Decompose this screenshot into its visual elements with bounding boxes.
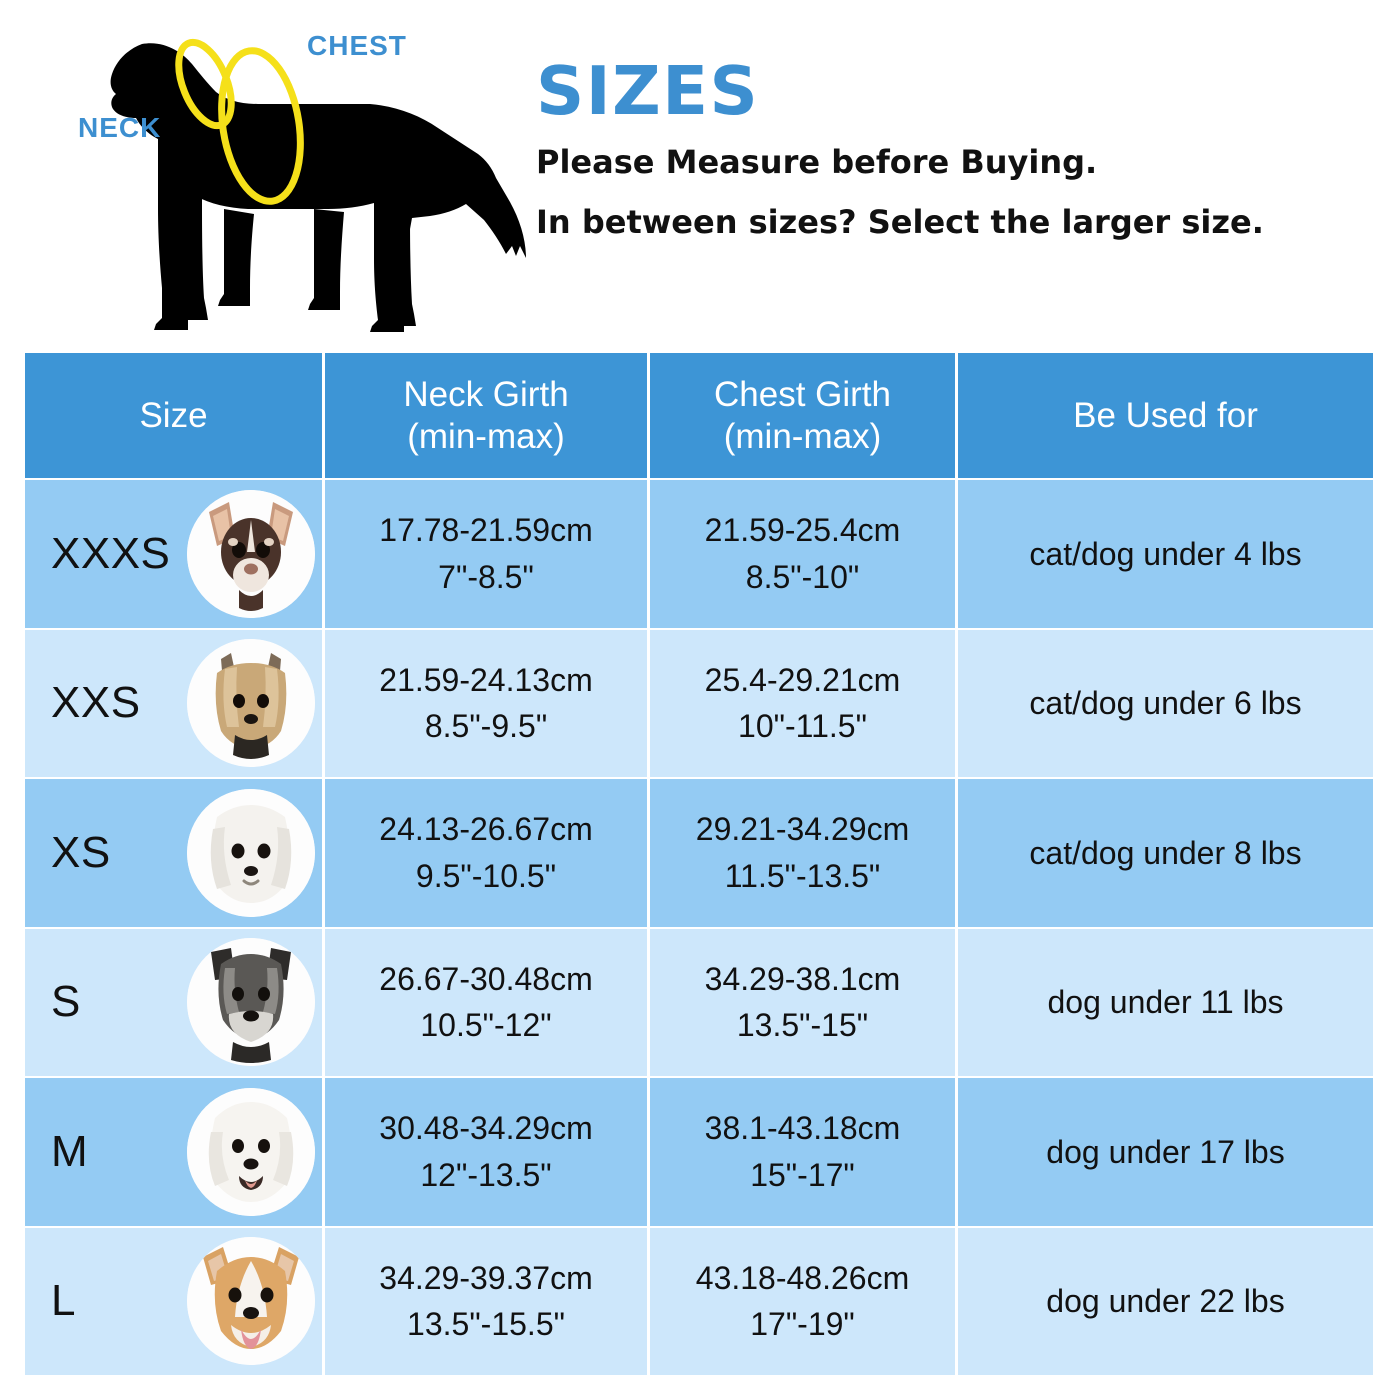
- used-for-cell: cat/dog under 6 lbs: [955, 629, 1373, 777]
- neck-girth-cell: 17.78-21.59cm 7"-8.5": [322, 480, 647, 628]
- chest-girth-cell: 29.21-34.29cm 11.5"-13.5": [647, 779, 955, 927]
- size-label: XXS: [51, 678, 141, 728]
- neck-girth-cell: 21.59-24.13cm 8.5"-9.5": [322, 629, 647, 777]
- column-header-be-used-for: Be Used for: [955, 353, 1373, 478]
- size-cell: XXXS: [25, 480, 322, 628]
- neck-girth-cm: 21.59-24.13cm: [379, 661, 593, 698]
- bichon-frise-photo: [187, 1087, 315, 1216]
- size-label: XS: [51, 827, 111, 877]
- schnauzer-photo: [187, 938, 315, 1067]
- used-for-cell: cat/dog under 8 lbs: [955, 779, 1373, 927]
- used-for-text: cat/dog under 6 lbs: [1029, 685, 1302, 722]
- hero-section: NECK CHEST SIZES Please Measure before B…: [0, 0, 1400, 353]
- chest-girth-in: 10"-11.5": [738, 708, 867, 745]
- chest-girth-in: 8.5"-10": [745, 558, 860, 595]
- column-header-neck-line1: Neck Girth: [403, 375, 569, 415]
- neck-girth-cell: 24.13-26.67cm 9.5"-10.5": [322, 779, 647, 927]
- dog-front-leg: [170, 188, 208, 320]
- used-for-text: dog under 11 lbs: [1047, 984, 1284, 1021]
- column-header-chest-line1: Chest Girth: [714, 375, 891, 415]
- table-header-row: Size Neck Girth (min-max) Chest Girth (m…: [25, 353, 1373, 478]
- size-cell: L: [25, 1228, 322, 1376]
- chest-girth-in: 11.5"-13.5": [724, 857, 881, 894]
- chest-girth-cm: 29.21-34.29cm: [695, 811, 910, 848]
- yorkshire-terrier-photo: [187, 639, 315, 768]
- column-header-size: Size: [25, 353, 322, 478]
- dog-silhouette-diagram: [78, 8, 548, 348]
- chest-girth-cell: 21.59-25.4cm 8.5"-10": [647, 480, 955, 628]
- chest-girth-cm: 21.59-25.4cm: [704, 512, 901, 549]
- maltese-photo: [187, 788, 315, 917]
- neck-girth-cell: 30.48-34.29cm 12"-13.5": [322, 1078, 647, 1226]
- neck-girth-cm: 34.29-39.37cm: [379, 1259, 593, 1296]
- used-for-cell: cat/dog under 4 lbs: [955, 480, 1373, 628]
- neck-girth-in: 9.5"-10.5": [415, 857, 557, 894]
- dog-hind-leg: [378, 200, 416, 326]
- chest-girth-in: 15"-17": [750, 1156, 855, 1193]
- hero-instruction-between-sizes: In between sizes? Select the larger size…: [536, 202, 1264, 241]
- chest-girth-cell: 38.1-43.18cm 15"-17": [647, 1078, 955, 1226]
- hero-instruction-measure: Please Measure before Buying.: [536, 143, 1098, 181]
- table-row: XXS: [25, 627, 1373, 778]
- table-row: S: [25, 926, 1373, 1077]
- column-header-neck-girth: Neck Girth (min-max): [322, 353, 647, 478]
- chest-girth-cm: 25.4-29.21cm: [704, 661, 901, 698]
- neck-girth-cm: 17.78-21.59cm: [379, 512, 593, 549]
- size-cell: S: [25, 929, 322, 1077]
- dog-body-silhouette: [110, 43, 527, 332]
- chest-girth-cell: 25.4-29.21cm 10"-11.5": [647, 629, 955, 777]
- chest-girth-cm: 38.1-43.18cm: [704, 1110, 901, 1147]
- column-header-chest-line2: (min-max): [723, 416, 882, 456]
- neck-girth-cell: 26.67-30.48cm 10.5"-12": [322, 928, 647, 1076]
- neck-girth-in: 7"-8.5": [438, 558, 534, 595]
- chest-label: CHEST: [307, 30, 407, 61]
- table-row: L: [25, 1225, 1373, 1376]
- table-row: XS 24.13-26.67cm: [25, 777, 1373, 927]
- column-header-chest-girth: Chest Girth (min-max): [647, 353, 955, 478]
- chest-girth-cell: 43.18-48.26cm 17"-19": [647, 1227, 955, 1375]
- neck-measure-ring: [175, 38, 235, 130]
- neck-girth-cell: 34.29-39.37cm 13.5"-15.5": [322, 1227, 647, 1375]
- column-header-size-line1: Size: [139, 395, 208, 435]
- size-label: XXXS: [51, 528, 171, 578]
- chest-girth-in: 13.5"-15": [736, 1007, 869, 1044]
- corgi-photo: [187, 1237, 315, 1366]
- size-label: S: [51, 977, 81, 1027]
- chest-girth-cm: 43.18-48.26cm: [695, 1259, 910, 1296]
- used-for-text: cat/dog under 4 lbs: [1029, 535, 1302, 572]
- column-header-use-line1: Be Used for: [1073, 395, 1258, 435]
- page-title: SIZES: [536, 52, 760, 130]
- neck-girth-in: 13.5"-15.5": [407, 1306, 565, 1343]
- hero-text-block: SIZES Please Measure before Buying. In b…: [536, 58, 1366, 239]
- used-for-cell: dog under 22 lbs: [955, 1227, 1373, 1375]
- used-for-text: cat/dog under 8 lbs: [1029, 834, 1302, 871]
- neck-girth-in: 8.5"-9.5": [424, 708, 548, 745]
- chihuahua-photo: [187, 489, 315, 618]
- neck-girth-in: 10.5"-12": [420, 1007, 552, 1044]
- size-cell: XXS: [25, 630, 322, 778]
- column-header-neck-line2: (min-max): [407, 416, 565, 456]
- chest-girth-in: 17"-19": [750, 1306, 855, 1343]
- table-row: M 30.48-34: [25, 1076, 1373, 1226]
- used-for-cell: dog under 17 lbs: [955, 1078, 1373, 1226]
- used-for-text: dog under 17 lbs: [1046, 1133, 1285, 1170]
- neck-girth-in: 12"-13.5": [420, 1156, 552, 1193]
- chest-girth-cm: 34.29-38.1cm: [704, 960, 901, 997]
- neck-label: NECK: [78, 112, 162, 143]
- neck-girth-cm: 26.67-30.48cm: [379, 960, 593, 997]
- neck-girth-cm: 30.48-34.29cm: [379, 1110, 593, 1147]
- neck-girth-cm: 24.13-26.67cm: [379, 811, 593, 848]
- size-label: M: [51, 1126, 89, 1176]
- used-for-cell: dog under 11 lbs: [955, 928, 1373, 1076]
- size-cell: M: [25, 1078, 322, 1226]
- chest-measure-ring: [218, 47, 304, 205]
- size-cell: XS: [25, 779, 322, 927]
- table-row: XXXS: [25, 478, 1373, 628]
- size-label: L: [51, 1276, 76, 1326]
- used-for-text: dog under 22 lbs: [1046, 1283, 1285, 1320]
- chest-girth-cell: 34.29-38.1cm 13.5"-15": [647, 928, 955, 1076]
- size-table: Size Neck Girth (min-max) Chest Girth (m…: [25, 353, 1373, 1375]
